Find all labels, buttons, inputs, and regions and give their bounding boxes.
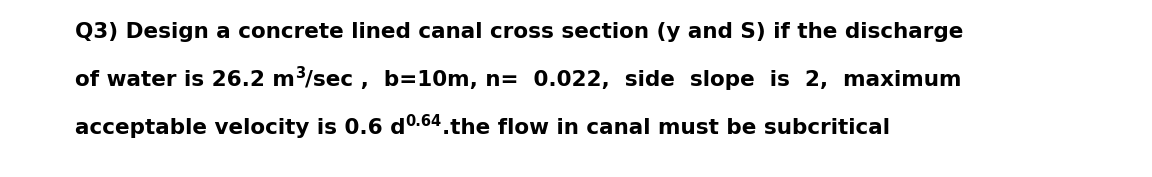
Text: 3: 3 — [295, 66, 305, 81]
Text: of water is 26.2 m: of water is 26.2 m — [75, 70, 295, 90]
Text: Q3) Design a concrete lined canal cross section (y and S) if the discharge: Q3) Design a concrete lined canal cross … — [75, 22, 963, 42]
Text: 0.64: 0.64 — [406, 114, 441, 129]
Text: .the flow in canal must be subcritical: .the flow in canal must be subcritical — [441, 118, 889, 138]
Text: /sec ,  b=10m, n=  0.022,  side  slope  is  2,  maximum: /sec , b=10m, n= 0.022, side slope is 2,… — [305, 70, 962, 90]
Text: acceptable velocity is 0.6 d: acceptable velocity is 0.6 d — [75, 118, 406, 138]
